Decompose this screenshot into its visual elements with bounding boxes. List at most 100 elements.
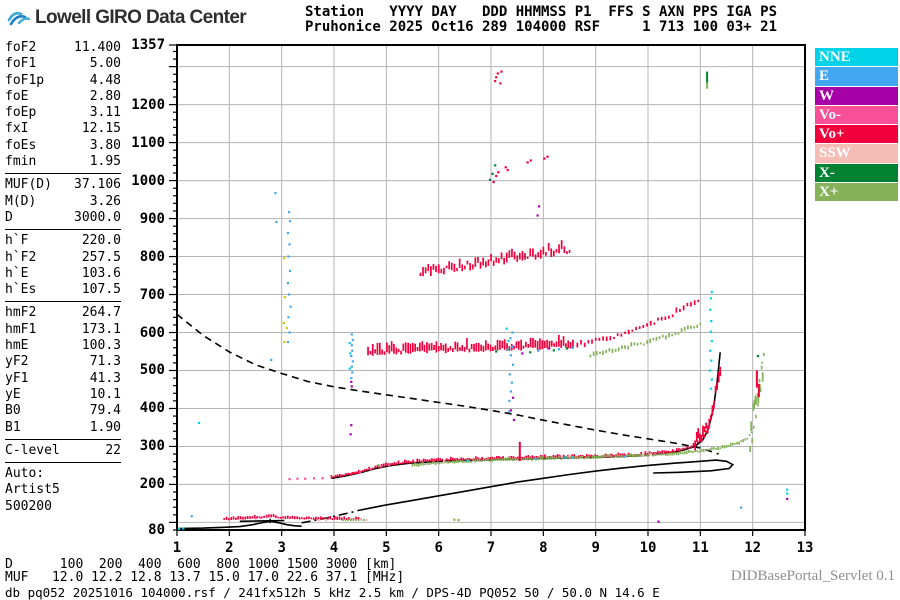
param-value: 12.15 bbox=[81, 121, 121, 137]
stray-cyan-dots bbox=[178, 421, 789, 530]
col-purple-7-4 bbox=[509, 396, 516, 421]
param-value: 2.80 bbox=[89, 88, 121, 104]
second-hop-x-rise bbox=[589, 322, 702, 358]
param-label: fmin bbox=[5, 154, 37, 170]
muf-transmission-curve bbox=[176, 313, 719, 455]
param-row: foE 2.80 bbox=[5, 89, 121, 105]
station-header: Station YYYY DAY DDD HHMMSS P1 FFS S AXN… bbox=[305, 5, 777, 35]
stray-blue-dots bbox=[190, 506, 743, 518]
param-value: 1.90 bbox=[89, 419, 121, 435]
f-trace-blue-dots bbox=[534, 455, 626, 461]
distance-row: D 100 200 400 600 800 1000 1500 3000 [km… bbox=[5, 557, 397, 572]
param-value: 264.7 bbox=[81, 305, 121, 321]
second-hop-o bbox=[367, 334, 574, 356]
legend-item-w: W bbox=[815, 86, 898, 105]
y-axis-label: 1357 bbox=[131, 37, 165, 53]
x-axis-label: 2 bbox=[225, 540, 234, 556]
x-axis-label: 5 bbox=[382, 540, 391, 556]
legend-item-nne: NNE bbox=[815, 48, 898, 67]
param-label: foF2 bbox=[5, 40, 37, 55]
header-columns-line: Station YYYY DAY DDD HHMMSS P1 FFS S AXN… bbox=[305, 4, 778, 20]
x-axis-label: 12 bbox=[744, 540, 762, 556]
param-row: hmF1 173.1 bbox=[5, 322, 121, 338]
param-value: 79.4 bbox=[89, 403, 121, 419]
f2-trace-o-tail bbox=[694, 366, 722, 451]
param-separator bbox=[5, 173, 121, 175]
autoscaling-info-line: Auto: bbox=[5, 466, 45, 482]
param-label: hmF1 bbox=[5, 321, 37, 337]
y-axis-label: 500 bbox=[139, 362, 165, 379]
param-label: yF1 bbox=[5, 370, 29, 386]
param-row: h`Es 107.5 bbox=[5, 282, 121, 298]
param-label: C-level bbox=[5, 442, 60, 458]
x-axis-label: 10 bbox=[639, 540, 657, 556]
param-separator bbox=[5, 438, 121, 440]
echo-direction-legend: NNE E W Vo- Vo+ SSW X- X+ bbox=[815, 48, 898, 202]
param-row: foEs 3.80 bbox=[5, 138, 121, 154]
param-value: 11.400 bbox=[74, 40, 121, 55]
param-value: 1.95 bbox=[89, 154, 121, 170]
param-separator bbox=[5, 462, 121, 464]
param-value: 3.80 bbox=[89, 137, 121, 153]
artist-es-fit bbox=[239, 519, 285, 523]
legend-item-x-minus: X- bbox=[815, 163, 898, 183]
f-trace-cyan-dots bbox=[466, 456, 574, 462]
x-axis-label: 3 bbox=[277, 540, 286, 556]
param-label: B1 bbox=[5, 419, 21, 435]
stray-purple-dots bbox=[657, 497, 789, 523]
x-axis-label: 8 bbox=[539, 540, 548, 556]
second-hop-darkgreen-dots bbox=[495, 347, 759, 358]
param-row: h`F 220.0 bbox=[5, 233, 121, 249]
servlet-version-label: DIDBasePortal_Servlet 0.1 bbox=[730, 568, 895, 584]
third-hop bbox=[419, 240, 571, 277]
param-row: foEp 3.11 bbox=[5, 105, 121, 121]
second-hop-purple-dots bbox=[521, 347, 550, 355]
f-rise-pink-dots bbox=[254, 464, 391, 520]
param-value: 5.00 bbox=[89, 56, 121, 72]
x-axis-label: 13 bbox=[796, 540, 814, 556]
param-separator bbox=[5, 301, 121, 303]
x-axis-label: 9 bbox=[591, 540, 600, 556]
param-separator bbox=[5, 229, 121, 231]
f2-trace-x bbox=[411, 361, 763, 467]
y-axis-label: 900 bbox=[139, 210, 165, 227]
y-axis-label: 700 bbox=[139, 286, 165, 303]
param-row: foF2 11.400 bbox=[5, 40, 121, 56]
fourth-hop-green-dots bbox=[488, 164, 497, 181]
legend-item-ssw: SSW bbox=[815, 144, 898, 163]
param-value: 3.11 bbox=[89, 105, 121, 121]
param-value: 220.0 bbox=[81, 233, 121, 249]
param-value: 22 bbox=[105, 442, 121, 458]
param-row: B1 1.90 bbox=[5, 420, 121, 436]
param-label: h`E bbox=[5, 265, 29, 281]
param-label: MUF(D) bbox=[5, 177, 52, 193]
x-axis-label: 11 bbox=[691, 540, 709, 556]
red-strike-7-55 bbox=[518, 441, 521, 461]
param-row: hmE 100.3 bbox=[5, 338, 121, 354]
logo: Lowell GIRO Data Center bbox=[7, 5, 247, 31]
legend-item-x-plus: X+ bbox=[815, 183, 898, 202]
param-value: 4.48 bbox=[89, 72, 121, 88]
f1-onset-dots bbox=[288, 477, 324, 481]
param-value: 37.106 bbox=[74, 177, 121, 193]
plot-border bbox=[176, 44, 806, 531]
y-axis-label: 80 bbox=[148, 522, 165, 538]
col-cyan-7-4 bbox=[505, 327, 510, 351]
param-value: 10.1 bbox=[89, 386, 121, 402]
param-row: MUF(D) 37.106 bbox=[5, 177, 121, 193]
param-label: foE bbox=[5, 88, 29, 104]
param-label: h`Es bbox=[5, 282, 37, 298]
param-label: foF1 bbox=[5, 56, 37, 72]
param-row: h`F2 257.5 bbox=[5, 250, 121, 266]
param-row: C-level 22 bbox=[5, 443, 121, 459]
gridlines bbox=[177, 45, 805, 530]
param-value: 100.3 bbox=[81, 338, 121, 354]
es-trace-o bbox=[223, 514, 362, 521]
param-row: foF1 5.00 bbox=[5, 56, 121, 72]
status-line: db pq052 20251016 104000.rsf / 241fx512h… bbox=[5, 585, 660, 600]
param-label: fxI bbox=[5, 121, 29, 137]
top-red-dots bbox=[494, 70, 503, 85]
param-row: fxI 12.15 bbox=[5, 121, 121, 137]
